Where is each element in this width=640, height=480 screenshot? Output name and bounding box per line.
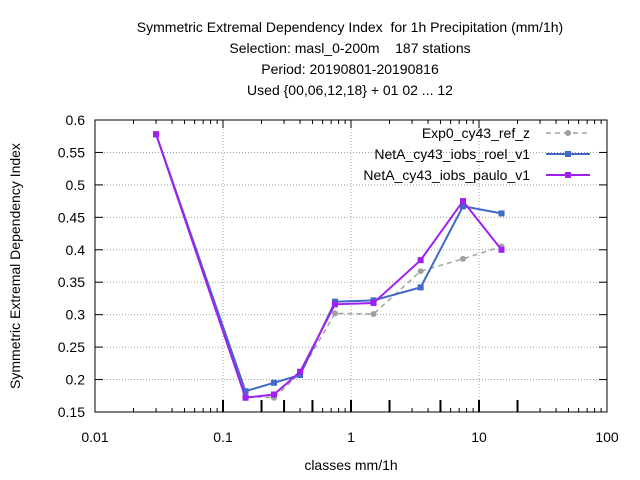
y-axis-label: Symmetric Extremal Dependency Index bbox=[7, 143, 23, 389]
legend-item: NetA_cy43_iobs_roel_v1 bbox=[374, 146, 590, 162]
title-line-2: Selection: masl_0-200m 187 stations bbox=[229, 40, 471, 56]
legend-label: NetA_cy43_iobs_paulo_v1 bbox=[363, 167, 530, 183]
y-tick-label: 0.15 bbox=[58, 404, 85, 420]
data-point bbox=[370, 299, 377, 306]
x-tick-label: 0.1 bbox=[213, 429, 233, 445]
data-point bbox=[460, 198, 467, 205]
x-axis-label: classes mm/1h bbox=[304, 457, 397, 473]
legend-marker bbox=[565, 130, 571, 136]
y-tick-label: 0.2 bbox=[66, 372, 86, 388]
axis-ticks: 0.15 0.2 0.25 0.3 0.35 0.4 0.45 0.5 0.55 0.6 0.01 0… bbox=[58, 112, 619, 445]
series-NetA_cy43_iobs_paulo_v1 bbox=[153, 131, 505, 401]
title-line-3: Period: 20190801-20190816 bbox=[261, 61, 439, 77]
data-point bbox=[332, 301, 339, 308]
plot-frame bbox=[94, 119, 608, 413]
data-point bbox=[460, 203, 467, 210]
data-point bbox=[498, 246, 505, 253]
legend-item: Exp0_cy43_ref_z bbox=[422, 125, 590, 141]
data-point bbox=[417, 257, 424, 264]
legend: Exp0_cy43_ref_z NetA_cy43_iobs_roel_v1 Net… bbox=[363, 125, 590, 183]
data-point bbox=[460, 255, 467, 262]
series-layer bbox=[153, 131, 505, 401]
data-point bbox=[153, 131, 160, 138]
y-tick-label: 0.3 bbox=[66, 307, 86, 323]
data-point bbox=[370, 311, 377, 318]
y-tick-label: 0.55 bbox=[58, 144, 85, 160]
data-point bbox=[498, 210, 505, 217]
title-line-1: Symmetric Extremal Dependency Index for … bbox=[136, 19, 564, 35]
y-tick-label: 0.25 bbox=[58, 339, 85, 355]
y-tick-label: 0.4 bbox=[66, 242, 86, 258]
x-tick-label: 0.01 bbox=[81, 429, 108, 445]
legend-marker bbox=[565, 151, 571, 157]
legend-label: Exp0_cy43_ref_z bbox=[422, 125, 530, 141]
y-tick-label: 0.45 bbox=[58, 209, 85, 225]
grid bbox=[95, 120, 607, 412]
title-line-4: Used {00,06,12,18} + 01 02 ... 12 bbox=[247, 82, 453, 98]
data-point bbox=[270, 391, 277, 398]
series-line bbox=[155, 134, 502, 399]
data-point bbox=[242, 388, 249, 395]
y-tick-label: 0.6 bbox=[66, 112, 86, 128]
data-point bbox=[242, 394, 249, 401]
data-point bbox=[332, 310, 339, 317]
x-tick-label: 100 bbox=[595, 429, 619, 445]
data-point bbox=[297, 372, 304, 379]
legend-item: NetA_cy43_iobs_paulo_v1 bbox=[363, 167, 590, 183]
y-tick-label: 0.35 bbox=[58, 274, 85, 290]
data-point bbox=[270, 379, 277, 386]
data-point bbox=[417, 268, 424, 275]
legend-label: NetA_cy43_iobs_roel_v1 bbox=[374, 146, 530, 162]
legend-marker bbox=[565, 172, 571, 178]
data-point bbox=[297, 368, 304, 375]
x-tick-label: 10 bbox=[471, 429, 487, 445]
data-point bbox=[417, 284, 424, 291]
y-tick-label: 0.5 bbox=[66, 177, 86, 193]
x-tick-label: 1 bbox=[347, 429, 355, 445]
